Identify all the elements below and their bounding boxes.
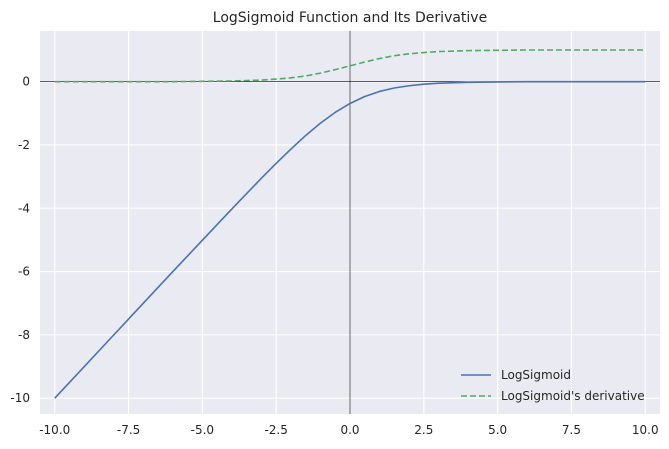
x-tick-label: 0.0 bbox=[340, 423, 359, 437]
legend-label-1: LogSigmoid's derivative bbox=[501, 389, 645, 403]
x-tick-label: -2.5 bbox=[264, 423, 287, 437]
y-tick-label: -8 bbox=[18, 328, 30, 342]
x-tick-label: 10.0 bbox=[632, 423, 659, 437]
y-tick-label: -4 bbox=[18, 201, 30, 215]
x-tick-label: -10.0 bbox=[39, 423, 70, 437]
y-tick-labels: 0 -2 -4 -6 -8 -10 bbox=[10, 75, 30, 406]
x-tick-label: -5.0 bbox=[191, 423, 214, 437]
y-tick-label: 0 bbox=[22, 75, 30, 89]
y-tick-label: -6 bbox=[18, 265, 30, 279]
x-tick-labels: -10.0 -7.5 -5.0 -2.5 0.0 2.5 5.0 7.5 10.0 bbox=[39, 423, 658, 437]
legend: LogSigmoid LogSigmoid's derivative bbox=[461, 368, 645, 403]
series-line-1 bbox=[54, 49, 646, 83]
x-tick-label: 5.0 bbox=[488, 423, 507, 437]
x-tick-label: 7.5 bbox=[562, 423, 581, 437]
legend-label-0: LogSigmoid bbox=[501, 368, 571, 382]
chart-title: LogSigmoid Function and Its Derivative bbox=[213, 10, 487, 26]
x-tick-label: 2.5 bbox=[414, 423, 433, 437]
series-layer bbox=[54, 49, 646, 399]
series-line-0 bbox=[54, 80, 646, 399]
x-tick-label: -7.5 bbox=[117, 423, 140, 437]
y-tick-label: -10 bbox=[10, 391, 30, 405]
y-tick-label: -2 bbox=[18, 138, 30, 152]
